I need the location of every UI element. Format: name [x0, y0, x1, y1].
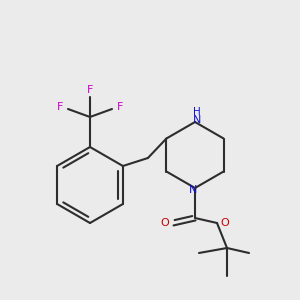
Text: F: F: [87, 85, 93, 95]
Text: O: O: [160, 218, 169, 228]
Text: N: N: [189, 185, 197, 195]
Text: H: H: [193, 107, 201, 117]
Text: F: F: [57, 102, 63, 112]
Text: F: F: [117, 102, 123, 112]
Text: N: N: [193, 115, 201, 125]
Text: O: O: [220, 218, 230, 228]
